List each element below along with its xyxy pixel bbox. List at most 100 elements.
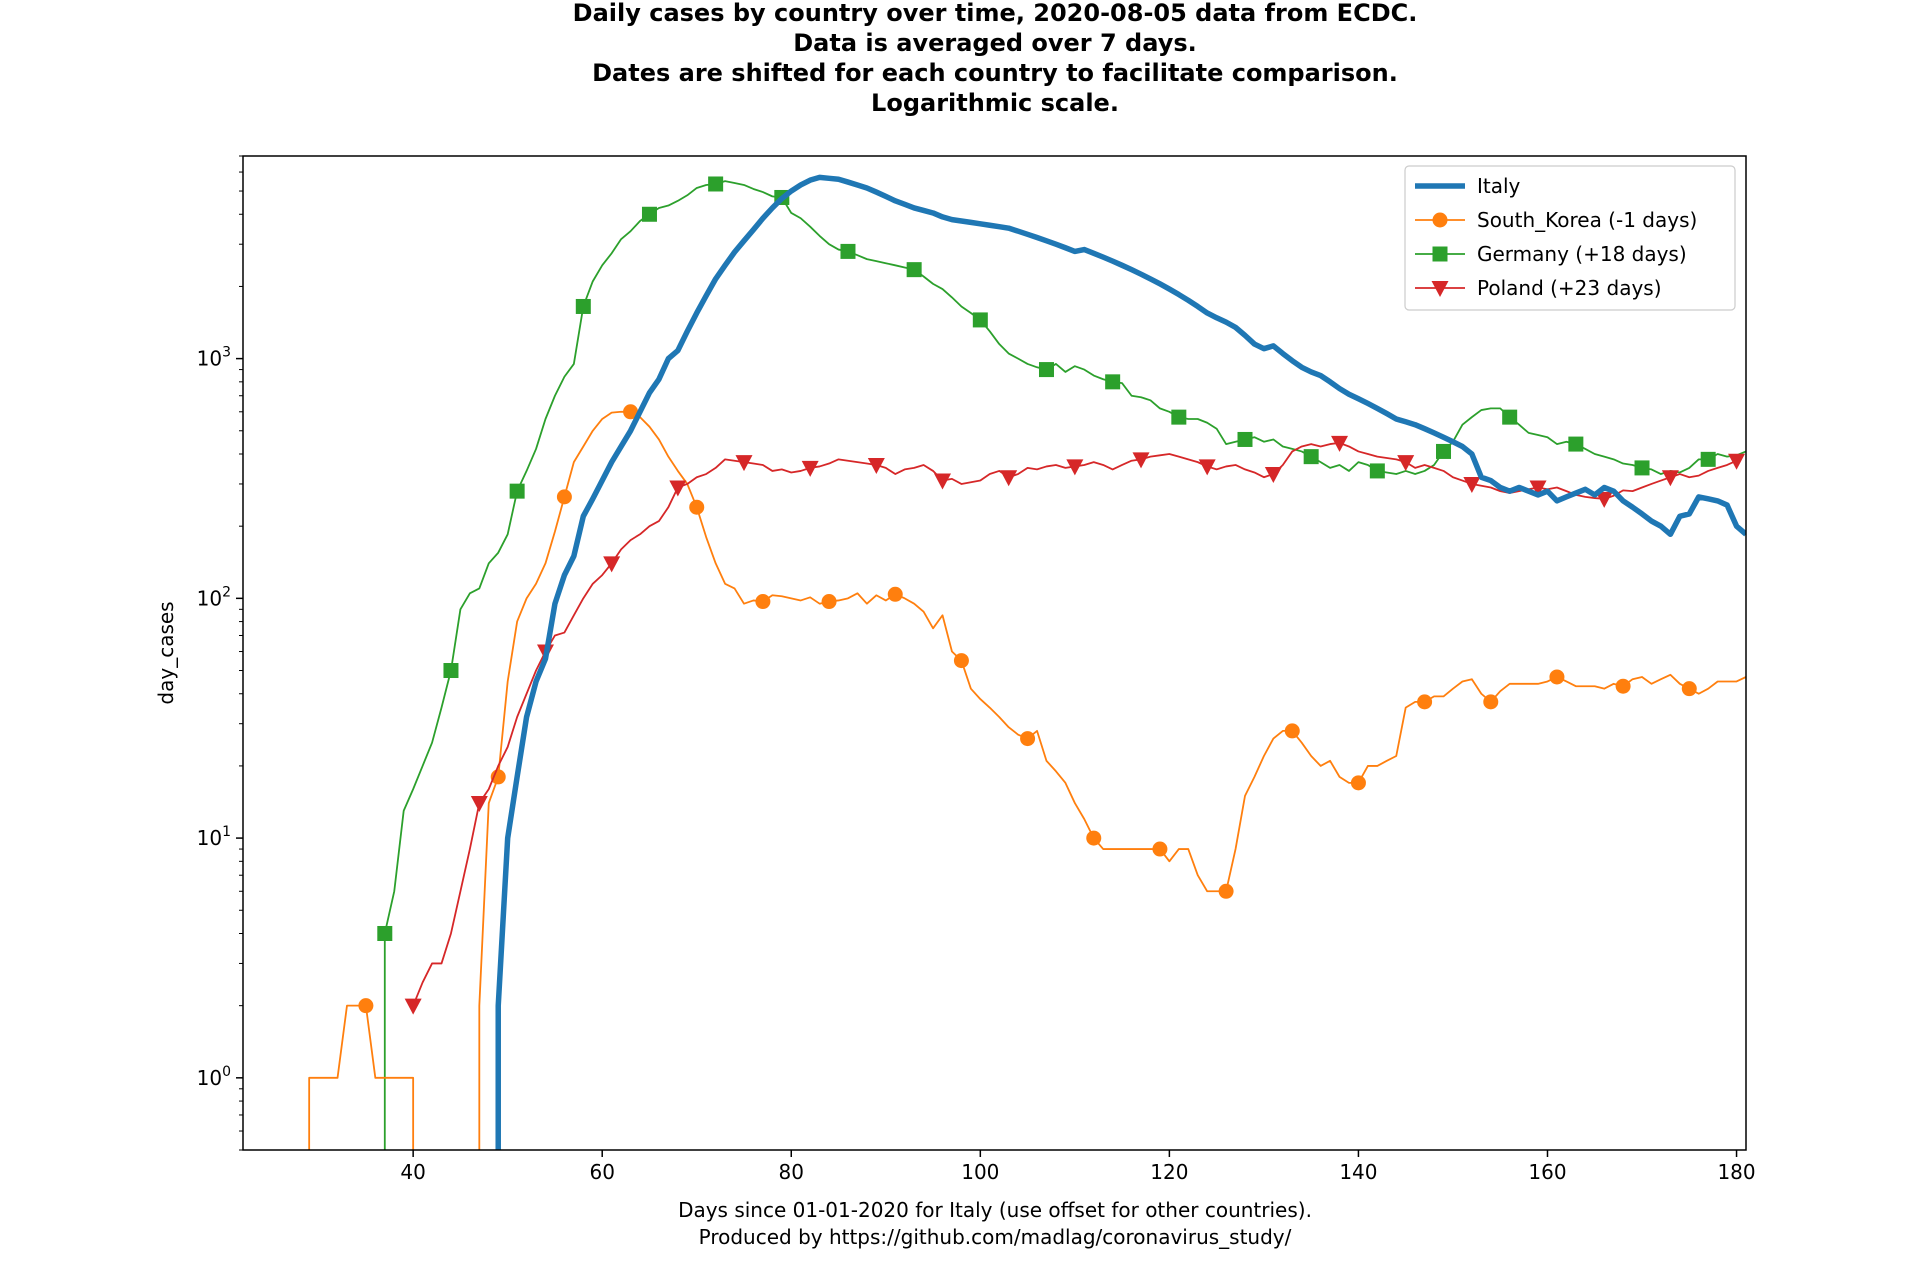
data-point-germany-18-days: [1634, 460, 1650, 476]
series-germany-18-days: [377, 176, 1746, 1150]
series-italy: [495, 174, 1746, 1150]
data-point-south-korea-1-days: [358, 998, 374, 1014]
data-point-germany-18-days: [708, 176, 724, 192]
legend-label-italy: Italy: [1477, 174, 1521, 198]
data-point-germany-18-days: [575, 298, 591, 314]
data-point-germany-18-days: [1436, 443, 1452, 459]
plot-frame: [242, 155, 1747, 1151]
legend-label-south-korea-1-days: South_Korea (-1 days): [1477, 208, 1697, 232]
data-point-south-korea-1-days: [1218, 883, 1234, 899]
data-point-germany-18-days: [840, 243, 856, 259]
legend-item-poland-23-days: Poland (+23 days): [1415, 276, 1662, 300]
data-point-south-korea-1-days: [689, 499, 705, 515]
data-point-south-korea-1-days: [1152, 841, 1168, 857]
data-point-poland-23-days: [735, 455, 753, 472]
y-axis: 100 101 102 103: [197, 155, 243, 1151]
y-tick-label-1000: 103: [197, 345, 231, 371]
chart-title-line-1: Daily cases by country over time, 2020-0…: [573, 0, 1418, 27]
chart-title-line-2: Data is averaged over 7 days.: [793, 29, 1197, 57]
data-point-poland-23-days: [603, 556, 621, 573]
data-point-south-korea-1-days: [623, 404, 639, 420]
data-point-south-korea-1-days: [1284, 723, 1300, 739]
x-tick-label-140: 140: [1339, 1160, 1377, 1184]
legend-item-germany-18-days: Germany (+18 days): [1415, 242, 1687, 266]
y-tick-label-10: 101: [197, 824, 231, 850]
legend-marker-south-korea-1-days: [1432, 212, 1448, 228]
data-point-poland-23-days: [1066, 459, 1084, 476]
data-point-germany-18-days: [1700, 451, 1716, 467]
y-tick-label-100: 102: [197, 584, 231, 610]
data-point-south-korea-1-days: [1086, 830, 1102, 846]
data-point-poland-23-days: [867, 457, 885, 474]
data-point-south-korea-1-days: [1417, 694, 1433, 710]
legend-item-south-korea-1-days: South_Korea (-1 days): [1415, 208, 1697, 232]
data-point-germany-18-days: [1171, 409, 1187, 425]
data-point-south-korea-1-days: [1549, 669, 1565, 685]
data-point-poland-23-days: [1728, 453, 1746, 470]
data-point-germany-18-days: [1568, 436, 1584, 452]
data-point-poland-23-days: [669, 480, 687, 497]
data-point-south-korea-1-days: [556, 489, 572, 505]
data-point-south-korea-1-days: [1350, 775, 1366, 791]
x-tick-label-40: 40: [400, 1160, 425, 1184]
data-point-germany-18-days: [1038, 362, 1054, 378]
data-point-poland-23-days: [1529, 480, 1547, 497]
data-point-germany-18-days: [641, 206, 657, 222]
series-south-korea-1-days: [308, 404, 1746, 1150]
legend-item-italy: Italy: [1415, 174, 1521, 198]
plot-area: [308, 174, 1746, 1150]
x-tick-label-80: 80: [779, 1160, 804, 1184]
chart-title-line-4: Logarithmic scale.: [871, 89, 1119, 117]
data-point-germany-18-days: [1502, 409, 1518, 425]
data-point-poland-23-days: [1397, 455, 1415, 472]
x-tick-label-120: 120: [1150, 1160, 1188, 1184]
legend-marker-germany-18-days: [1432, 246, 1448, 262]
data-point-poland-23-days: [1132, 452, 1150, 469]
data-point-poland-23-days: [1198, 459, 1216, 476]
data-point-poland-23-days: [1264, 467, 1282, 484]
legend-marker-poland-23-days: [1431, 281, 1449, 297]
data-point-germany-18-days: [906, 262, 922, 278]
data-point-south-korea-1-days: [953, 653, 969, 669]
data-point-poland-23-days: [934, 473, 952, 490]
legend-label-poland-23-days: Poland (+23 days): [1477, 276, 1662, 300]
data-point-south-korea-1-days: [1020, 731, 1036, 747]
data-point-south-korea-1-days: [1483, 694, 1499, 710]
data-point-germany-18-days: [1105, 374, 1121, 390]
legend-box: [1404, 165, 1736, 311]
data-point-germany-18-days: [509, 483, 525, 499]
data-point-south-korea-1-days: [1681, 681, 1697, 697]
data-point-germany-18-days: [972, 312, 988, 328]
series-line-italy: [495, 174, 1746, 1150]
chart-title: Daily cases by country over time, 2020-0…: [573, 0, 1418, 117]
data-point-poland-23-days: [1463, 476, 1481, 493]
data-point-poland-23-days: [470, 796, 488, 813]
x-tick-label-60: 60: [589, 1160, 614, 1184]
legend: Italy South_Korea (-1 days) Germany (+18 d…: [1404, 165, 1736, 311]
data-point-poland-23-days: [1331, 435, 1349, 452]
data-point-south-korea-1-days: [821, 594, 837, 610]
data-point-germany-18-days: [1303, 449, 1319, 465]
chart-title-line-3: Dates are shifted for each country to fa…: [592, 59, 1398, 87]
series-line-south-korea-1-days: [308, 410, 1746, 1150]
data-point-poland-23-days: [801, 460, 819, 477]
x-axis-label: Days since 01-01-2020 for Italy (use off…: [678, 1198, 1312, 1222]
data-point-germany-18-days: [1237, 431, 1253, 447]
x-tick-label-100: 100: [961, 1160, 999, 1184]
data-point-germany-18-days: [1369, 463, 1385, 479]
y-axis-label: day_cases: [154, 601, 178, 704]
data-point-south-korea-1-days: [1615, 678, 1631, 694]
data-point-germany-18-days: [377, 925, 393, 941]
x-tick-label-160: 160: [1528, 1160, 1566, 1184]
data-point-poland-23-days: [404, 998, 422, 1015]
x-axis: 40 60 80 100 120 140 160 180: [400, 1150, 1756, 1184]
series-poland-23-days: [404, 435, 1746, 1015]
legend-label-germany-18-days: Germany (+18 days): [1477, 242, 1687, 266]
data-point-poland-23-days: [1000, 470, 1018, 487]
data-point-germany-18-days: [443, 663, 459, 679]
data-point-poland-23-days: [1661, 470, 1679, 487]
data-point-south-korea-1-days: [887, 586, 903, 602]
data-point-poland-23-days: [1595, 491, 1613, 508]
x-tick-label-180: 180: [1717, 1160, 1755, 1184]
